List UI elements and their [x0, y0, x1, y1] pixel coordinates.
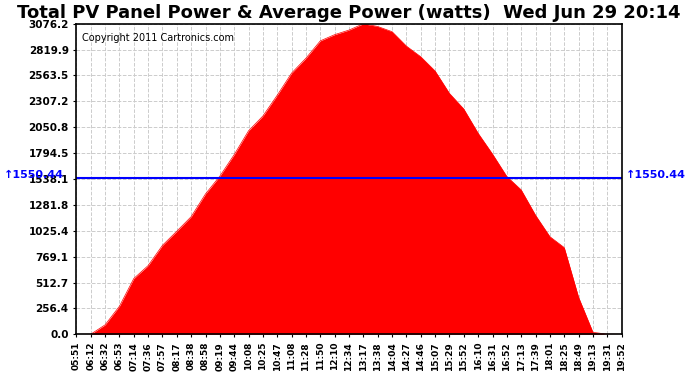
Text: ↑1550.44: ↑1550.44	[626, 170, 686, 180]
Title: Total PV Panel Power & Average Power (watts)  Wed Jun 29 20:14: Total PV Panel Power & Average Power (wa…	[17, 4, 681, 22]
Text: Copyright 2011 Cartronics.com: Copyright 2011 Cartronics.com	[82, 33, 234, 43]
Text: ↑1550.44: ↑1550.44	[4, 170, 64, 180]
